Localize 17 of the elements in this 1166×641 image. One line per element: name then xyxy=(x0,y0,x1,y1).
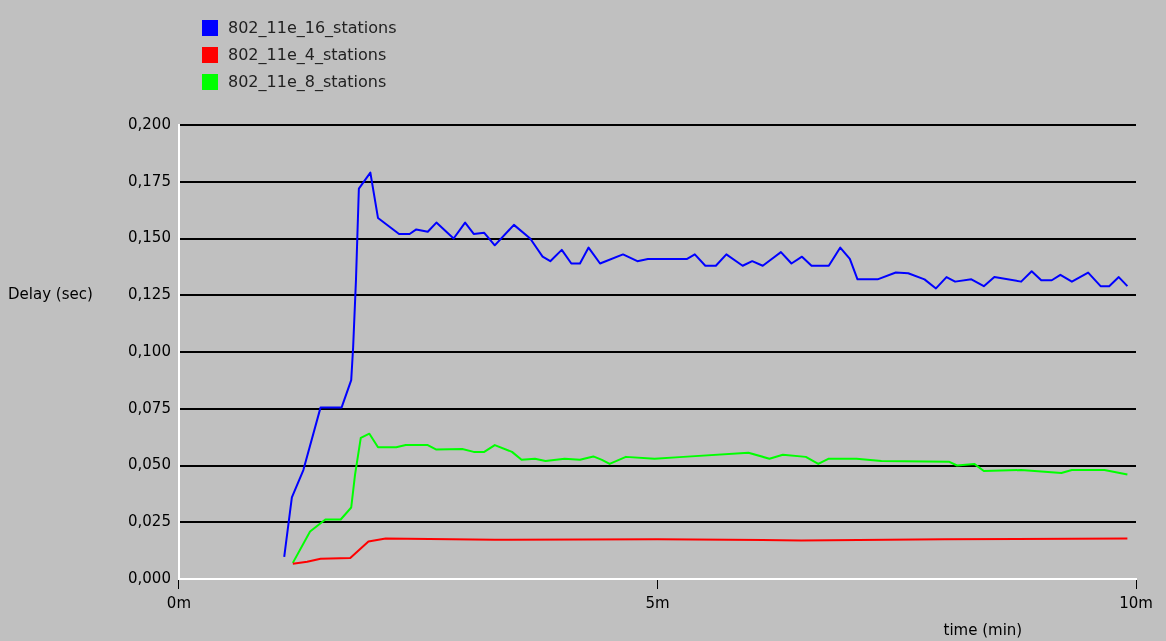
y-tick-label: 0,175 xyxy=(127,171,171,190)
y-tick-label: 0,000 xyxy=(127,568,171,587)
legend-label: 802_11e_4_stations xyxy=(228,45,387,64)
legend-label: 802_11e_8_stations xyxy=(228,72,387,91)
y-axis-title: Delay (sec) xyxy=(8,285,93,304)
y-tick-label: 0,125 xyxy=(127,285,171,304)
y-tick-label: 0,100 xyxy=(127,341,171,360)
y-tick-label: 0,150 xyxy=(127,228,171,247)
x-tick-label: 10m xyxy=(1119,593,1153,612)
x-axis-title: time (min) xyxy=(943,621,1023,640)
x-tick-label: 5m xyxy=(645,593,670,612)
x-tick-label: 0m xyxy=(166,593,192,612)
y-tick-label: 0,025 xyxy=(127,512,171,531)
y-tick-label: 0,050 xyxy=(127,455,171,474)
y-tick-label: 0,075 xyxy=(127,398,171,417)
y-tick-label: 0,200 xyxy=(127,114,171,133)
legend-label: 802_11e_16_stations xyxy=(228,18,397,37)
